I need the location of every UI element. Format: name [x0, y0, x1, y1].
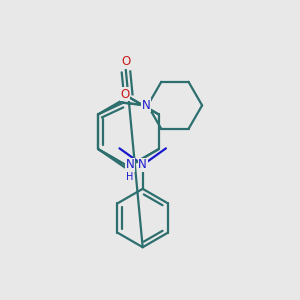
Text: N: N: [126, 158, 134, 171]
Text: O: O: [120, 88, 129, 100]
Text: H: H: [126, 172, 134, 182]
Text: N: N: [142, 99, 150, 112]
Text: N: N: [138, 158, 147, 171]
Text: O: O: [121, 55, 130, 68]
